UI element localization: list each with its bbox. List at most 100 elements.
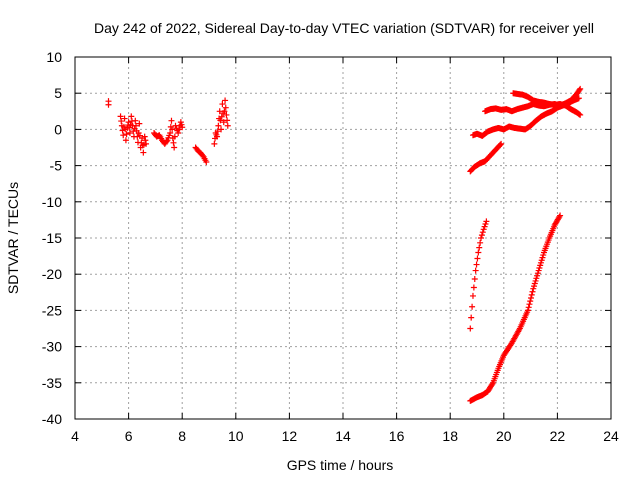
data-point [557,212,564,219]
x-tick-labels: 4 6 8 10 12 14 16 18 20 22 24 [71,428,619,444]
x-tick-label: 18 [442,428,458,444]
data-point [498,140,505,147]
data-point [203,158,210,165]
data-point [497,141,504,148]
data-point [168,117,175,124]
data-point [118,118,125,125]
data-point [218,126,225,133]
y-tick-label: -40 [42,411,62,427]
data-point [489,381,496,388]
data-point [223,111,230,118]
y-tick-label: -5 [50,158,63,174]
data-point [575,95,582,102]
data-point [179,124,186,131]
data-point [527,294,534,301]
data-point [215,122,222,129]
data-point [142,137,149,144]
data-point [119,127,126,134]
data-point [121,115,128,122]
data-point [219,101,226,108]
data-point [175,130,182,137]
data-point [478,235,485,241]
data-point [482,221,489,228]
x-tick-label: 6 [125,428,133,444]
data-point [476,244,483,251]
data-point [214,128,221,135]
data-point [471,276,478,283]
x-tick-label: 24 [603,428,619,444]
data-point [132,122,139,129]
data-point [143,140,150,147]
data-point [475,249,482,256]
data-point [529,288,536,295]
data-point [122,137,129,144]
x-tick-label: 20 [496,428,512,444]
data-point [527,298,534,305]
data-point [134,133,141,140]
data-point [136,120,143,127]
data-point [218,113,225,120]
data-point [167,130,174,137]
data-point [214,133,221,140]
data-point [577,111,584,118]
data-point [524,307,531,314]
data-point [468,314,475,321]
plot-frame [74,56,612,420]
data-point [472,267,479,274]
x-tick-label: 22 [550,428,566,444]
data-point [469,292,476,299]
data-point [176,126,183,133]
x-tick-label: 4 [71,428,79,444]
y-tick-label: -20 [42,266,62,282]
data-point [576,87,583,94]
data-point [132,117,139,124]
chart-title: Day 242 of 2022, Sidereal Day-to-day VTE… [94,20,594,36]
data-point [469,303,476,310]
data-point [105,98,112,105]
x-tick-label: 12 [282,428,298,444]
data-points [105,85,584,404]
y-tick-label: -35 [42,375,62,391]
data-point [478,232,485,239]
x-tick-label: 16 [389,428,405,444]
data-point [477,239,484,246]
y-tick-label: -30 [42,339,62,355]
data-point [211,140,218,147]
data-point [222,104,229,111]
y-tick-label: 10 [46,49,62,65]
y-tick-label: -25 [42,302,62,318]
data-point [479,229,486,236]
data-point [128,113,135,120]
y-tick-label: 0 [54,121,62,137]
data-point [220,119,227,126]
y-tick-label: 5 [54,85,62,101]
data-point [171,144,178,151]
data-point [217,117,224,124]
data-point [126,124,133,131]
data-point [141,133,148,140]
y-tick-label: -15 [42,230,62,246]
data-point [528,291,535,298]
y-tick-labels: 10 5 0 -5 -10 -15 -20 -25 -30 -35 -40 [42,49,62,427]
data-point [525,304,532,311]
y-tick-label: -10 [42,194,62,210]
data-point [140,149,147,156]
data-point [169,126,176,133]
data-point [483,218,490,225]
grid-lines [75,57,611,419]
x-tick-label: 14 [335,428,351,444]
x-tick-label: 8 [178,428,186,444]
data-point [474,255,481,262]
data-point [556,213,563,220]
data-point [473,261,480,268]
data-point [526,301,533,308]
data-point [467,325,474,332]
data-point [139,142,146,149]
data-point [224,122,231,129]
y-axis-label: SDTVAR / TECUs [5,182,21,294]
x-tick-label: 10 [228,428,244,444]
data-point [221,108,228,115]
data-point [224,117,231,124]
data-point [170,139,177,146]
